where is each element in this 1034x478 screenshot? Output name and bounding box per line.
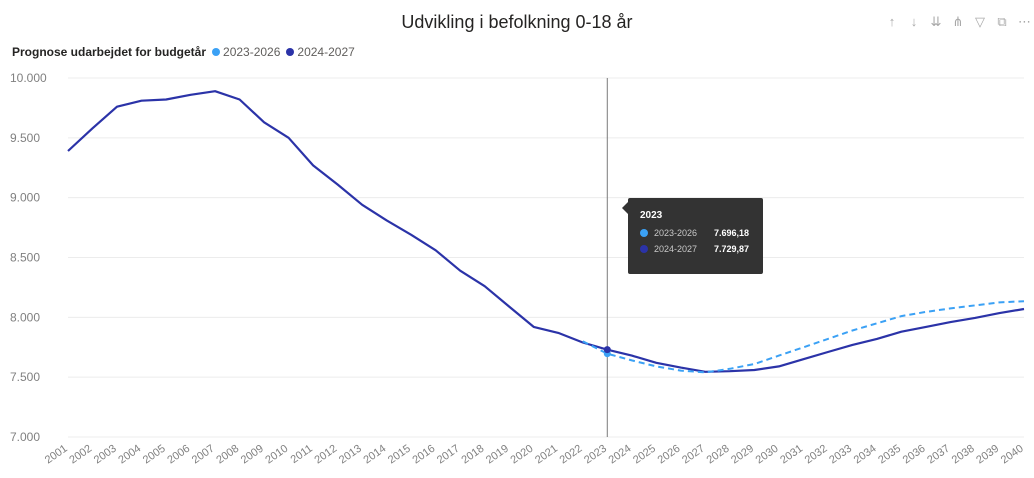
x-tick-label: 2016 <box>410 443 437 467</box>
tooltip-row: 2023-2026 7.696,18 <box>640 228 751 238</box>
x-tick-label: 2034 <box>852 443 879 467</box>
y-tick-label: 9.000 <box>10 191 40 205</box>
x-tick-label: 2032 <box>803 443 830 467</box>
x-tick-label: 2025 <box>631 443 658 467</box>
x-tick-label: 2029 <box>729 443 756 467</box>
x-tick-label: 2009 <box>239 443 266 467</box>
more-options-icon[interactable]: ⋯ <box>1018 14 1031 29</box>
tooltip-title: 2023 <box>640 210 663 221</box>
x-tick-label: 2021 <box>533 443 560 467</box>
x-tick-label: 2030 <box>754 443 781 467</box>
x-tick-label: 2001 <box>43 443 70 467</box>
y-tick-label: 7.500 <box>10 370 40 384</box>
legend-item-2023-2026[interactable]: 2023-2026 <box>212 45 280 59</box>
chart-legend: Prognose udarbejdet for budgetår 2023-20… <box>12 45 361 59</box>
x-tick-label: 2011 <box>289 443 315 466</box>
x-tick-label: 2040 <box>999 443 1026 467</box>
legend-label: 2023-2026 <box>223 45 281 59</box>
x-tick-label: 2027 <box>680 443 707 467</box>
y-tick-label: 8.500 <box>10 251 40 265</box>
x-tick-label: 2008 <box>214 443 241 467</box>
y-tick-label: 9.500 <box>10 131 40 145</box>
filter-icon[interactable]: ▽ <box>975 14 985 29</box>
x-tick-label: 2022 <box>558 443 585 467</box>
tooltip-row: 2024-2027 7.729,87 <box>640 244 751 254</box>
x-tick-label: 2038 <box>950 443 977 467</box>
legend-item-2024-2027[interactable]: 2024-2027 <box>286 45 355 59</box>
y-tick-label: 7.000 <box>10 430 40 444</box>
expand-hierarchy-icon[interactable]: ⋔ <box>952 14 964 29</box>
x-tick-label: 2010 <box>263 443 290 467</box>
tooltip: 2023 2023-2026 7.696,18 2024-2027 7.729,… <box>622 198 763 274</box>
x-tick-label: 2023 <box>582 443 609 467</box>
x-tick-label: 2005 <box>141 443 168 467</box>
x-tick-label: 2028 <box>705 443 732 467</box>
x-tick-label: 2018 <box>459 443 486 467</box>
tooltip-series-name: 2024-2027 <box>654 244 698 254</box>
x-tick-label: 2017 <box>435 443 462 467</box>
x-tick-label: 2015 <box>386 443 413 467</box>
series-line-2024-2027 <box>67 90 1025 373</box>
x-tick-label: 2002 <box>67 443 94 467</box>
legend-dot-icon <box>286 48 295 56</box>
x-tick-label: 2036 <box>901 443 928 467</box>
series-line-2023-2026 <box>582 300 1025 374</box>
x-tick-label: 2033 <box>827 443 854 467</box>
tooltip-value: 7.696,18 <box>714 228 750 238</box>
x-tick-label: 2039 <box>974 443 1001 467</box>
chart-title: Udvikling i befolkning 0-18 år <box>401 12 633 32</box>
arrow-down-icon[interactable]: ↓ <box>910 14 918 29</box>
x-tick-label: 2037 <box>925 443 952 467</box>
x-tick-label: 2014 <box>361 443 388 467</box>
legend-dot-icon <box>212 48 221 56</box>
arrow-up-icon[interactable]: ↑ <box>888 14 896 29</box>
data-point-marker <box>603 346 611 354</box>
tooltip-series-name: 2023-2026 <box>654 228 698 238</box>
tooltip-dot-icon <box>640 245 648 253</box>
y-tick-label: 8.000 <box>10 310 40 324</box>
double-arrow-icon[interactable]: ⇊ <box>930 14 942 29</box>
x-tick-label: 2006 <box>165 443 192 467</box>
x-tick-label: 2004 <box>116 443 143 467</box>
x-tick-label: 2019 <box>484 443 511 467</box>
x-tick-label: 2003 <box>92 443 119 467</box>
tooltip-value: 7.729,87 <box>714 244 750 254</box>
x-tick-label: 2035 <box>876 443 903 467</box>
x-tick-label: 2012 <box>312 443 339 467</box>
x-tick-label: 2026 <box>656 443 683 467</box>
x-tick-label: 2013 <box>337 443 364 467</box>
focus-mode-icon[interactable]: ⧉ <box>997 14 1007 29</box>
x-tick-label: 2024 <box>607 443 634 467</box>
x-tick-label: 2031 <box>778 443 805 467</box>
y-tick-label: 10.000 <box>10 71 47 85</box>
legend-label: 2024-2027 <box>297 45 355 59</box>
x-tick-label: 2020 <box>509 443 536 467</box>
x-tick-label: 2007 <box>190 443 217 467</box>
legend-title: Prognose udarbejdet for budgetår <box>12 45 207 59</box>
tooltip-dot-icon <box>640 229 648 237</box>
visual-toolbar: ↑ ↓ ⇊ ⋔ ▽ ⧉ ⋯ <box>886 14 1031 30</box>
